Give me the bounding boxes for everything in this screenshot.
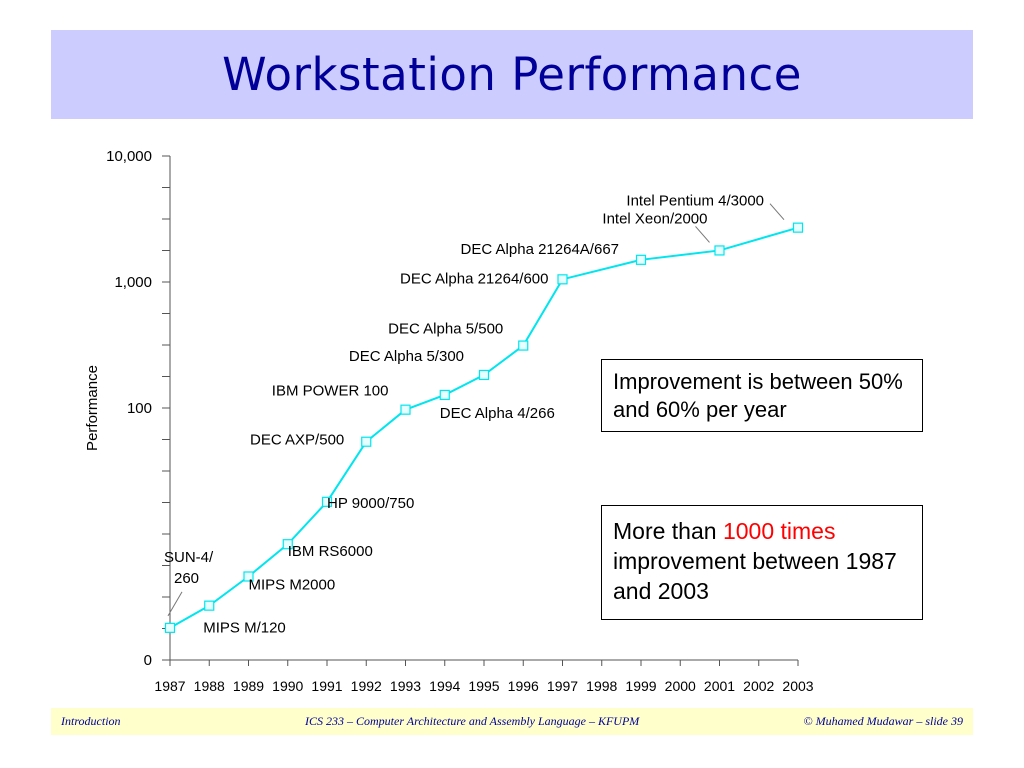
y-tick-label: 100: [127, 400, 152, 417]
data-point-label: MIPS M/120: [203, 620, 286, 637]
data-point-label: DEC Alpha 21264A/667: [461, 241, 619, 258]
footer-credit: © Muhamed Mudawar – slide 39: [803, 714, 963, 728]
data-point-label: IBM RS6000: [288, 543, 373, 560]
data-point-label: Intel Xeon/2000: [602, 210, 707, 227]
y-tick-label: 0: [144, 652, 152, 669]
data-point-marker: [164, 622, 176, 633]
label-leader-line: [695, 226, 710, 243]
data-point-marker: [792, 222, 804, 233]
data-point-label: DEC Alpha 5/300: [349, 348, 464, 365]
x-tick-label: 2000: [665, 678, 696, 694]
data-point-marker: [478, 369, 490, 381]
improvement-rate-text: Improvement is between 50% and 60% per y…: [613, 369, 903, 422]
slide-title: Workstation Performance: [222, 48, 802, 101]
data-point-marker: [243, 571, 254, 582]
x-tick-label: 1997: [547, 678, 578, 694]
data-point-marker: [361, 436, 372, 447]
performance-series-line: [169, 226, 799, 629]
x-tick-label: 1994: [429, 678, 460, 694]
x-tick-label: 1995: [468, 678, 499, 694]
label-leader-line: [167, 591, 183, 617]
data-point-label: DEC Alpha 4/266: [440, 405, 555, 422]
data-point-label: IBM POWER 100: [272, 383, 389, 400]
x-tick-label: 1987: [154, 678, 185, 694]
data-point-label: DEC AXP/500: [250, 432, 344, 449]
total-prefix-text: More than: [613, 518, 723, 544]
total-suffix-text: improvement between 1987 and 2003: [613, 548, 897, 604]
data-point-label: HP 9000/750: [327, 495, 414, 512]
x-tick-label: 1999: [625, 678, 656, 694]
total-improvement-callout: More than 1000 times improvement between…: [601, 505, 923, 620]
data-point-marker: [714, 245, 725, 256]
x-tick-label: 1993: [390, 678, 421, 694]
label-leader-line: [769, 203, 785, 220]
data-point-marker: [282, 539, 293, 550]
x-tick-label: 2001: [704, 678, 735, 694]
footer-course: ICS 233 – Computer Architecture and Asse…: [305, 714, 640, 728]
x-tick-label: 1988: [194, 678, 225, 694]
footer-section: Introduction: [61, 714, 121, 728]
data-point-label: MIPS M2000: [249, 576, 336, 593]
y-axis-title: Performance: [84, 365, 101, 451]
footer-bar: Introduction ICS 233 – Computer Architec…: [51, 708, 973, 735]
x-tick-label: 1989: [233, 678, 264, 694]
data-point-marker: [400, 404, 411, 415]
title-band: Workstation Performance: [51, 30, 973, 119]
total-highlight-text: 1000 times: [722, 518, 836, 544]
data-point-marker: [518, 340, 529, 351]
data-point-label: SUN-4/260: [164, 549, 214, 587]
x-tick-label: 1992: [351, 678, 382, 694]
x-tick-label: 1998: [586, 678, 617, 694]
data-point-label: DEC Alpha 21264/600: [400, 270, 548, 287]
data-point-marker: [321, 496, 333, 507]
y-tick-label: 1,000: [114, 274, 152, 291]
improvement-rate-callout: Improvement is between 50% and 60% per y…: [601, 359, 923, 432]
data-point-marker: [439, 389, 450, 401]
y-tick-label: 10,000: [106, 148, 152, 165]
x-tick-label: 1990: [272, 678, 303, 694]
x-tick-label: 2003: [782, 678, 813, 694]
data-point-label: Intel Pentium 4/3000: [626, 193, 764, 210]
x-tick-label: 2002: [743, 678, 774, 694]
x-tick-label: 1991: [311, 678, 342, 694]
performance-chart: 0 100 1,000 10,000 1987 1988 1989 1990 1991 1992 1…: [84, 148, 814, 694]
data-point-marker: [635, 254, 647, 265]
data-point-label: DEC Alpha 5/500: [388, 321, 503, 338]
x-tick-label: 1996: [508, 678, 539, 694]
data-point-marker: [204, 600, 215, 611]
data-point-marker: [557, 274, 568, 285]
